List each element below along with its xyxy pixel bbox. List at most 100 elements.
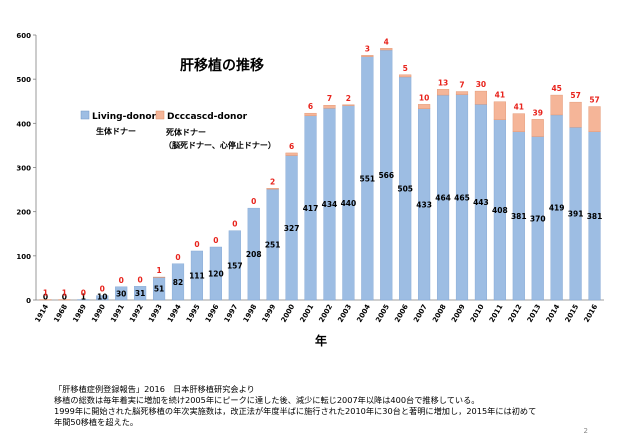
bar-deceased-donor	[342, 104, 355, 106]
x-tick-label: 1996	[204, 303, 221, 324]
data-label-deceased: 0	[232, 220, 237, 229]
data-label-deceased: 57	[570, 91, 580, 100]
y-tick-label: 500	[16, 76, 31, 84]
x-tick-label: 1995	[185, 303, 202, 324]
x-tick-label: 2010	[469, 303, 486, 324]
bar-deceased-donor	[399, 74, 412, 78]
data-label-deceased: 0	[175, 253, 180, 262]
bar-living-donor	[247, 207, 260, 301]
data-label-deceased: 6	[289, 142, 294, 151]
data-label-deceased: 6	[308, 102, 313, 111]
legend-sublabel-living: 生体ドナー	[96, 126, 136, 136]
data-label-living: 433	[416, 200, 432, 209]
data-label-deceased: 1	[156, 266, 161, 275]
bar-deceased-donor	[531, 119, 544, 137]
legend-label-living: Living-donor	[92, 112, 157, 122]
legend-swatch-deceased	[155, 110, 165, 120]
legend: Living-donor Dcccascd-donor 生体ドナー 死体ドナー …	[80, 110, 276, 150]
x-tick-label: 2011	[488, 303, 505, 324]
data-label-living: 370	[530, 214, 546, 223]
data-label-living: 51	[154, 285, 164, 294]
bar-living-donor	[96, 295, 109, 301]
data-label-deceased: 7	[327, 94, 332, 103]
bar-deceased-donor	[436, 89, 450, 96]
data-label-living: 434	[322, 200, 338, 209]
data-label-living: 31	[135, 289, 145, 298]
data-label-living: 251	[265, 241, 281, 250]
bar-deceased-donor	[550, 94, 563, 116]
data-label-living: 419	[549, 203, 565, 212]
data-label-living: 111	[189, 271, 205, 280]
data-label-deceased: 0	[213, 236, 218, 245]
data-label-living: 443	[473, 198, 489, 207]
data-label-living: 30	[116, 289, 126, 298]
footer-line-2: 移植の総数は毎年着実に増加を続け2005年にピークに達した後、減少に転じ2007…	[54, 395, 480, 405]
bar-deceased-donor	[474, 90, 488, 105]
data-label-living: 408	[492, 206, 508, 215]
x-tick-label: 2006	[393, 303, 410, 324]
data-label-deceased: 0	[138, 275, 143, 284]
data-label-living: 381	[511, 212, 527, 221]
data-label-deceased: 0	[251, 197, 256, 206]
y-tick-label: 300	[16, 165, 31, 173]
x-tick-label: 2005	[374, 303, 391, 324]
x-tick-label: 2001	[299, 303, 316, 324]
bar-deceased-donor	[266, 188, 279, 190]
bar-living-donor	[115, 286, 128, 301]
bar-deceased-donor	[361, 55, 374, 57]
y-tick-label: 400	[16, 120, 31, 128]
y-tick-label: 600	[16, 32, 31, 40]
data-label-living: 440	[341, 199, 357, 208]
bar-living-donor	[228, 230, 241, 301]
x-tick-label: 1998	[242, 303, 259, 324]
x-tick-label: 2000	[280, 303, 297, 324]
bar-living-donor	[171, 263, 185, 301]
data-label-deceased: 57	[589, 96, 599, 105]
data-label-living: 391	[568, 210, 584, 219]
x-tick-label: 1997	[223, 303, 240, 324]
bar-living-donor	[134, 286, 147, 301]
data-label-deceased: 4	[384, 37, 389, 46]
x-tick-label: 2014	[545, 303, 562, 324]
footer-line-3: 1999年に開始された脳死移植の年次実施数は，改正法が年度半ばに施行された201…	[54, 406, 537, 416]
x-tick-label: 2002	[318, 303, 335, 324]
data-label-deceased: 0	[194, 240, 199, 249]
data-label-deceased: 2	[346, 94, 351, 103]
y-tick-label: 100	[16, 253, 31, 261]
x-tick-label: 1999	[261, 303, 278, 324]
x-tick-label: 2008	[431, 303, 448, 324]
legend-swatch-living	[80, 110, 90, 120]
footer-notes: 「肝移植症例登録報告」2016 日本肝移植研究会より 移植の総数は毎年着実に増加…	[54, 384, 594, 428]
x-tick-label: 1994	[166, 303, 183, 324]
data-label-deceased: 5	[403, 64, 408, 73]
x-tick-label: 2012	[507, 303, 524, 324]
bar-deceased-donor	[418, 104, 431, 109]
bar-deceased-donor	[512, 113, 525, 132]
data-label-deceased: 0	[100, 285, 105, 294]
x-tick-label: 2003	[336, 303, 353, 324]
data-label-deceased: 30	[476, 80, 486, 89]
x-tick-label: 1914	[34, 303, 51, 324]
data-label-deceased: 45	[551, 84, 561, 93]
data-label-deceased: 0	[81, 289, 86, 298]
bar-deceased-donor	[493, 101, 506, 120]
data-label-living: 10	[97, 293, 107, 302]
data-label-living: 464	[435, 194, 451, 203]
bar-deceased-donor	[304, 112, 317, 117]
data-label-living: 551	[360, 174, 376, 183]
legend-sublabel-deceased-2: （脳死ドナー、心停止ドナー）	[164, 140, 276, 150]
x-tick-label: 2015	[564, 303, 581, 324]
chart-bars	[39, 48, 601, 301]
data-label-deceased: 41	[514, 103, 524, 112]
data-label-deceased: 41	[495, 91, 505, 100]
chart-data-labels: 01 01 10 1003003105118201110120015702080251…	[43, 37, 603, 301]
bar-living-donor	[209, 246, 222, 301]
data-label-deceased: 13	[438, 78, 448, 87]
page-number: 2	[583, 427, 588, 435]
y-tick-label: 0	[26, 297, 31, 305]
x-tick-label: 2013	[526, 303, 543, 324]
data-label-deceased: 1	[43, 289, 48, 298]
legend-label-deceased: Dcccascd-donor	[167, 112, 248, 122]
legend-sublabel-deceased-1: 死体ドナー	[165, 127, 206, 137]
